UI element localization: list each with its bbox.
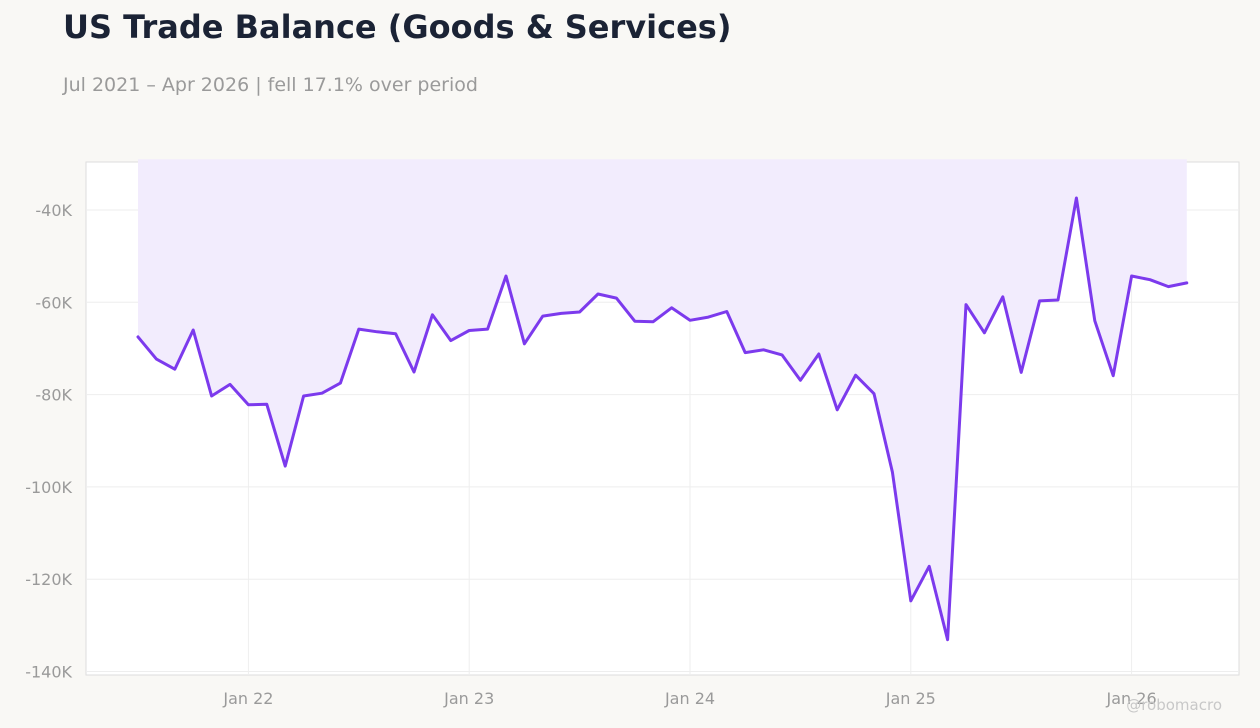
data-point xyxy=(394,332,398,336)
data-point xyxy=(246,403,250,407)
data-point xyxy=(817,352,821,356)
data-point xyxy=(320,391,324,395)
y-axis: -40K -60K -80K -100K -120K -140K xyxy=(25,201,72,682)
data-point xyxy=(688,318,692,322)
data-point xyxy=(909,599,913,603)
data-point xyxy=(210,394,214,398)
data-point xyxy=(1056,298,1060,302)
data-point xyxy=(1019,370,1023,374)
series-line xyxy=(136,196,1189,642)
data-point xyxy=(946,638,950,642)
chart-subtitle: Jul 2021 – Apr 2026 | fell 17.1% over pe… xyxy=(63,74,478,96)
data-point xyxy=(504,274,508,278)
x-tick-label: Jan 25 xyxy=(885,689,936,708)
data-point xyxy=(854,373,858,377)
series-area-fill xyxy=(138,159,1187,640)
data-point xyxy=(559,311,563,315)
data-point xyxy=(872,392,876,396)
data-point xyxy=(283,464,287,468)
x-tick-label: Jan 26 xyxy=(1106,689,1157,708)
data-point xyxy=(835,408,839,412)
data-point xyxy=(890,470,894,474)
data-point xyxy=(191,328,195,332)
x-tick-label: Jan 23 xyxy=(443,689,494,708)
data-point xyxy=(136,335,140,339)
x-axis: Jan 22 Jan 23 Jan 24 Jan 25 Jan 26 xyxy=(222,689,1156,708)
data-point xyxy=(670,306,674,310)
data-point xyxy=(541,314,545,318)
data-point xyxy=(725,310,729,314)
data-point xyxy=(228,382,232,386)
data-point xyxy=(780,353,784,357)
y-tick-label: -40K xyxy=(35,201,72,220)
x-tick-label: Jan 22 xyxy=(222,689,273,708)
data-point xyxy=(982,331,986,335)
data-point xyxy=(449,339,453,343)
data-point xyxy=(927,564,931,568)
data-point xyxy=(1148,278,1152,282)
credit-watermark: @robomacro xyxy=(1126,696,1222,714)
data-point xyxy=(467,329,471,333)
data-point xyxy=(1074,196,1078,200)
data-point xyxy=(798,378,802,382)
data-point xyxy=(651,320,655,324)
data-point xyxy=(1111,374,1115,378)
data-point xyxy=(357,327,361,331)
chart-title: US Trade Balance (Goods & Services) xyxy=(63,8,732,46)
y-tick-label: -60K xyxy=(35,293,72,312)
data-point xyxy=(486,327,490,331)
data-point xyxy=(596,292,600,296)
y-tick-label: -80K xyxy=(35,386,72,405)
data-point xyxy=(302,394,306,398)
data-point xyxy=(375,330,379,334)
data-point xyxy=(1001,295,1005,299)
data-point xyxy=(154,357,158,361)
data-point xyxy=(338,381,342,385)
y-tick-label: -120K xyxy=(25,570,72,589)
data-point xyxy=(706,315,710,319)
data-point xyxy=(1038,299,1042,303)
data-point xyxy=(762,348,766,352)
data-point xyxy=(964,303,968,307)
data-point xyxy=(1093,319,1097,323)
data-point xyxy=(265,402,269,406)
data-point xyxy=(412,370,416,374)
data-point xyxy=(614,296,618,300)
area-layer xyxy=(136,159,1189,642)
data-point xyxy=(1166,285,1170,289)
y-tick-label: -140K xyxy=(25,663,72,682)
data-point xyxy=(1185,281,1189,285)
y-tick-label: -100K xyxy=(25,478,72,497)
data-point xyxy=(743,351,747,355)
data-point xyxy=(578,310,582,314)
data-point xyxy=(430,313,434,317)
data-point xyxy=(173,367,177,371)
data-point xyxy=(633,319,637,323)
data-point xyxy=(1130,274,1134,278)
x-tick-label: Jan 24 xyxy=(664,689,715,708)
data-point xyxy=(522,342,526,346)
